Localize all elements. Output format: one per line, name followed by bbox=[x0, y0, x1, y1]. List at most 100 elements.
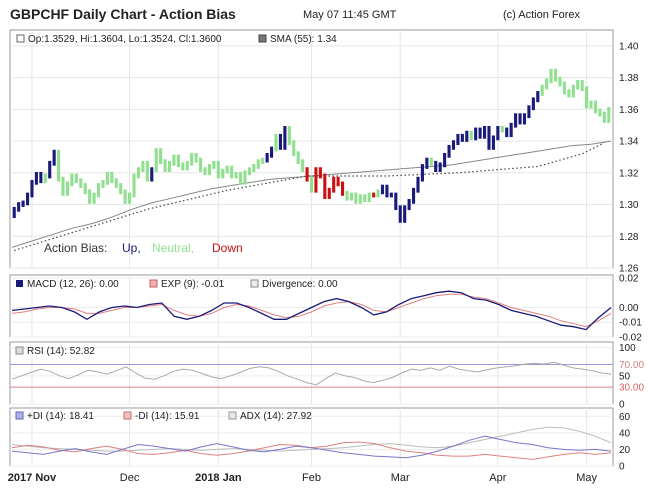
price-bar-neutral bbox=[172, 154, 176, 166]
adx-y-axis: 60 40 20 0 bbox=[619, 412, 631, 473]
price-bar-neutral bbox=[83, 183, 87, 195]
price-bar-up bbox=[482, 125, 487, 139]
price-bar-up bbox=[438, 162, 442, 173]
x-tick-label: 2017 Nov bbox=[8, 472, 57, 484]
rsi-panel: 100 50 0 70.00 30.00 RSI (14): 52.82 bbox=[9, 341, 644, 411]
price-bar-up bbox=[48, 160, 52, 179]
rsi-legend-swatch bbox=[15, 346, 24, 355]
price-bar-up bbox=[451, 140, 456, 150]
price-bar-neutral bbox=[367, 192, 371, 203]
price-bars bbox=[12, 68, 611, 223]
price-bar-neutral bbox=[203, 167, 207, 176]
x-tick-label: 2018 Jan bbox=[195, 472, 242, 484]
price-bar-neutral bbox=[589, 100, 593, 109]
minus-di-legend-swatch bbox=[123, 411, 132, 420]
price-bar-neutral bbox=[238, 172, 243, 185]
price-bar-up bbox=[425, 157, 429, 169]
price-bar-neutral bbox=[110, 172, 114, 184]
price-bar-up bbox=[385, 184, 389, 198]
price-bar-neutral bbox=[580, 79, 584, 92]
price-tick-label: 1.36 bbox=[619, 105, 639, 116]
timestamp: May 07 11:45 GMT bbox=[303, 9, 397, 21]
divergence-legend: Divergence: 0.00 bbox=[262, 279, 338, 290]
x-axis: 2017 Nov Dec 2018 Jan Feb Mar Apr May bbox=[8, 472, 598, 484]
price-tick-label: 1.26 bbox=[619, 264, 639, 275]
price-bar-neutral bbox=[358, 194, 362, 204]
price-bar-neutral bbox=[252, 164, 256, 172]
price-bar-neutral bbox=[96, 183, 101, 198]
price-bar-neutral bbox=[540, 84, 544, 96]
price-bar-neutral bbox=[136, 167, 141, 179]
macd-tick-label: 0.00 bbox=[619, 303, 639, 314]
price-bar-neutral bbox=[141, 160, 145, 173]
price-bar-down bbox=[341, 181, 345, 196]
price-bar-up bbox=[420, 164, 424, 182]
price-bar-neutral bbox=[243, 170, 247, 185]
price-bar-neutral bbox=[354, 192, 358, 204]
price-bar-neutral bbox=[562, 81, 566, 95]
price-bar-down bbox=[336, 176, 340, 187]
price-bar-neutral bbox=[576, 79, 580, 90]
price-bar-neutral bbox=[167, 160, 172, 173]
price-bar-down bbox=[372, 192, 376, 198]
price-bar-neutral bbox=[221, 168, 225, 179]
adx-line bbox=[11, 426, 612, 452]
x-tick-label: Feb bbox=[302, 472, 321, 484]
rsi-line bbox=[11, 361, 612, 386]
chart-title: GBPCHF Daily Chart - Action Bias bbox=[10, 6, 236, 22]
price-bar-up bbox=[460, 133, 464, 142]
price-bar-neutral bbox=[79, 178, 83, 188]
price-bar-neutral bbox=[145, 160, 149, 182]
adx-tick-label: 60 bbox=[619, 412, 631, 423]
price-bar-up bbox=[270, 146, 274, 158]
price-bar-down bbox=[305, 167, 309, 182]
price-bar-up bbox=[434, 160, 438, 173]
price-bar-neutral bbox=[207, 164, 212, 176]
price-bar-neutral bbox=[287, 125, 291, 146]
price-bar-up bbox=[34, 172, 38, 185]
price-bar-neutral bbox=[65, 181, 70, 196]
price-bar-neutral bbox=[598, 108, 602, 117]
price-bar-neutral bbox=[571, 84, 575, 98]
rsi-tick-label: 50 bbox=[619, 371, 631, 382]
rsi-30-label: 30.00 bbox=[619, 383, 644, 394]
price-bar-up bbox=[487, 125, 491, 150]
macd-legend: MACD (12, 26): 0.00 bbox=[27, 279, 119, 290]
price-bar-up bbox=[150, 167, 154, 182]
price-bar-up bbox=[389, 192, 393, 198]
price-bar-neutral bbox=[593, 100, 598, 114]
ohlc-legend: Op:1.3529, Hi:1.3604, Lo:1.3524, Cl:1.36… bbox=[28, 34, 222, 45]
price-bar-up bbox=[12, 206, 16, 219]
price-bar-neutral bbox=[216, 160, 220, 179]
price-bar-neutral bbox=[585, 86, 589, 109]
price-bar-up bbox=[536, 91, 540, 103]
price-bar-neutral bbox=[549, 68, 553, 84]
price-bar-neutral bbox=[274, 133, 278, 152]
x-tick-label: Dec bbox=[120, 472, 140, 484]
price-bar-up bbox=[17, 202, 21, 212]
price-tick-label: 1.28 bbox=[619, 232, 639, 243]
price-bar-up bbox=[465, 130, 469, 142]
price-bar-neutral bbox=[261, 157, 265, 165]
macd-tick-label: -0.01 bbox=[619, 318, 642, 329]
price-bar-down bbox=[318, 167, 322, 179]
price-bar-neutral bbox=[57, 149, 61, 182]
price-panel: 1.26 1.28 1.30 1.32 1.34 1.36 1.38 1.40 Op:1.35… bbox=[9, 29, 639, 275]
x-tick-label: Apr bbox=[489, 472, 506, 484]
price-bar-neutral bbox=[309, 176, 314, 193]
price-bar-neutral bbox=[199, 157, 203, 173]
adx-tick-label: 0 bbox=[619, 462, 625, 473]
price-bar-neutral bbox=[194, 152, 198, 163]
price-bar-neutral bbox=[70, 173, 74, 187]
price-bar-neutral bbox=[225, 165, 229, 174]
plus-di-line bbox=[11, 435, 612, 459]
price-bar-up bbox=[443, 152, 447, 168]
price-bar-neutral bbox=[128, 192, 132, 204]
price-tick-label: 1.40 bbox=[619, 41, 639, 52]
price-bar-up bbox=[407, 198, 411, 211]
price-bar-up bbox=[416, 176, 420, 193]
price-bar-up bbox=[283, 125, 287, 150]
price-bar-neutral bbox=[553, 68, 558, 82]
